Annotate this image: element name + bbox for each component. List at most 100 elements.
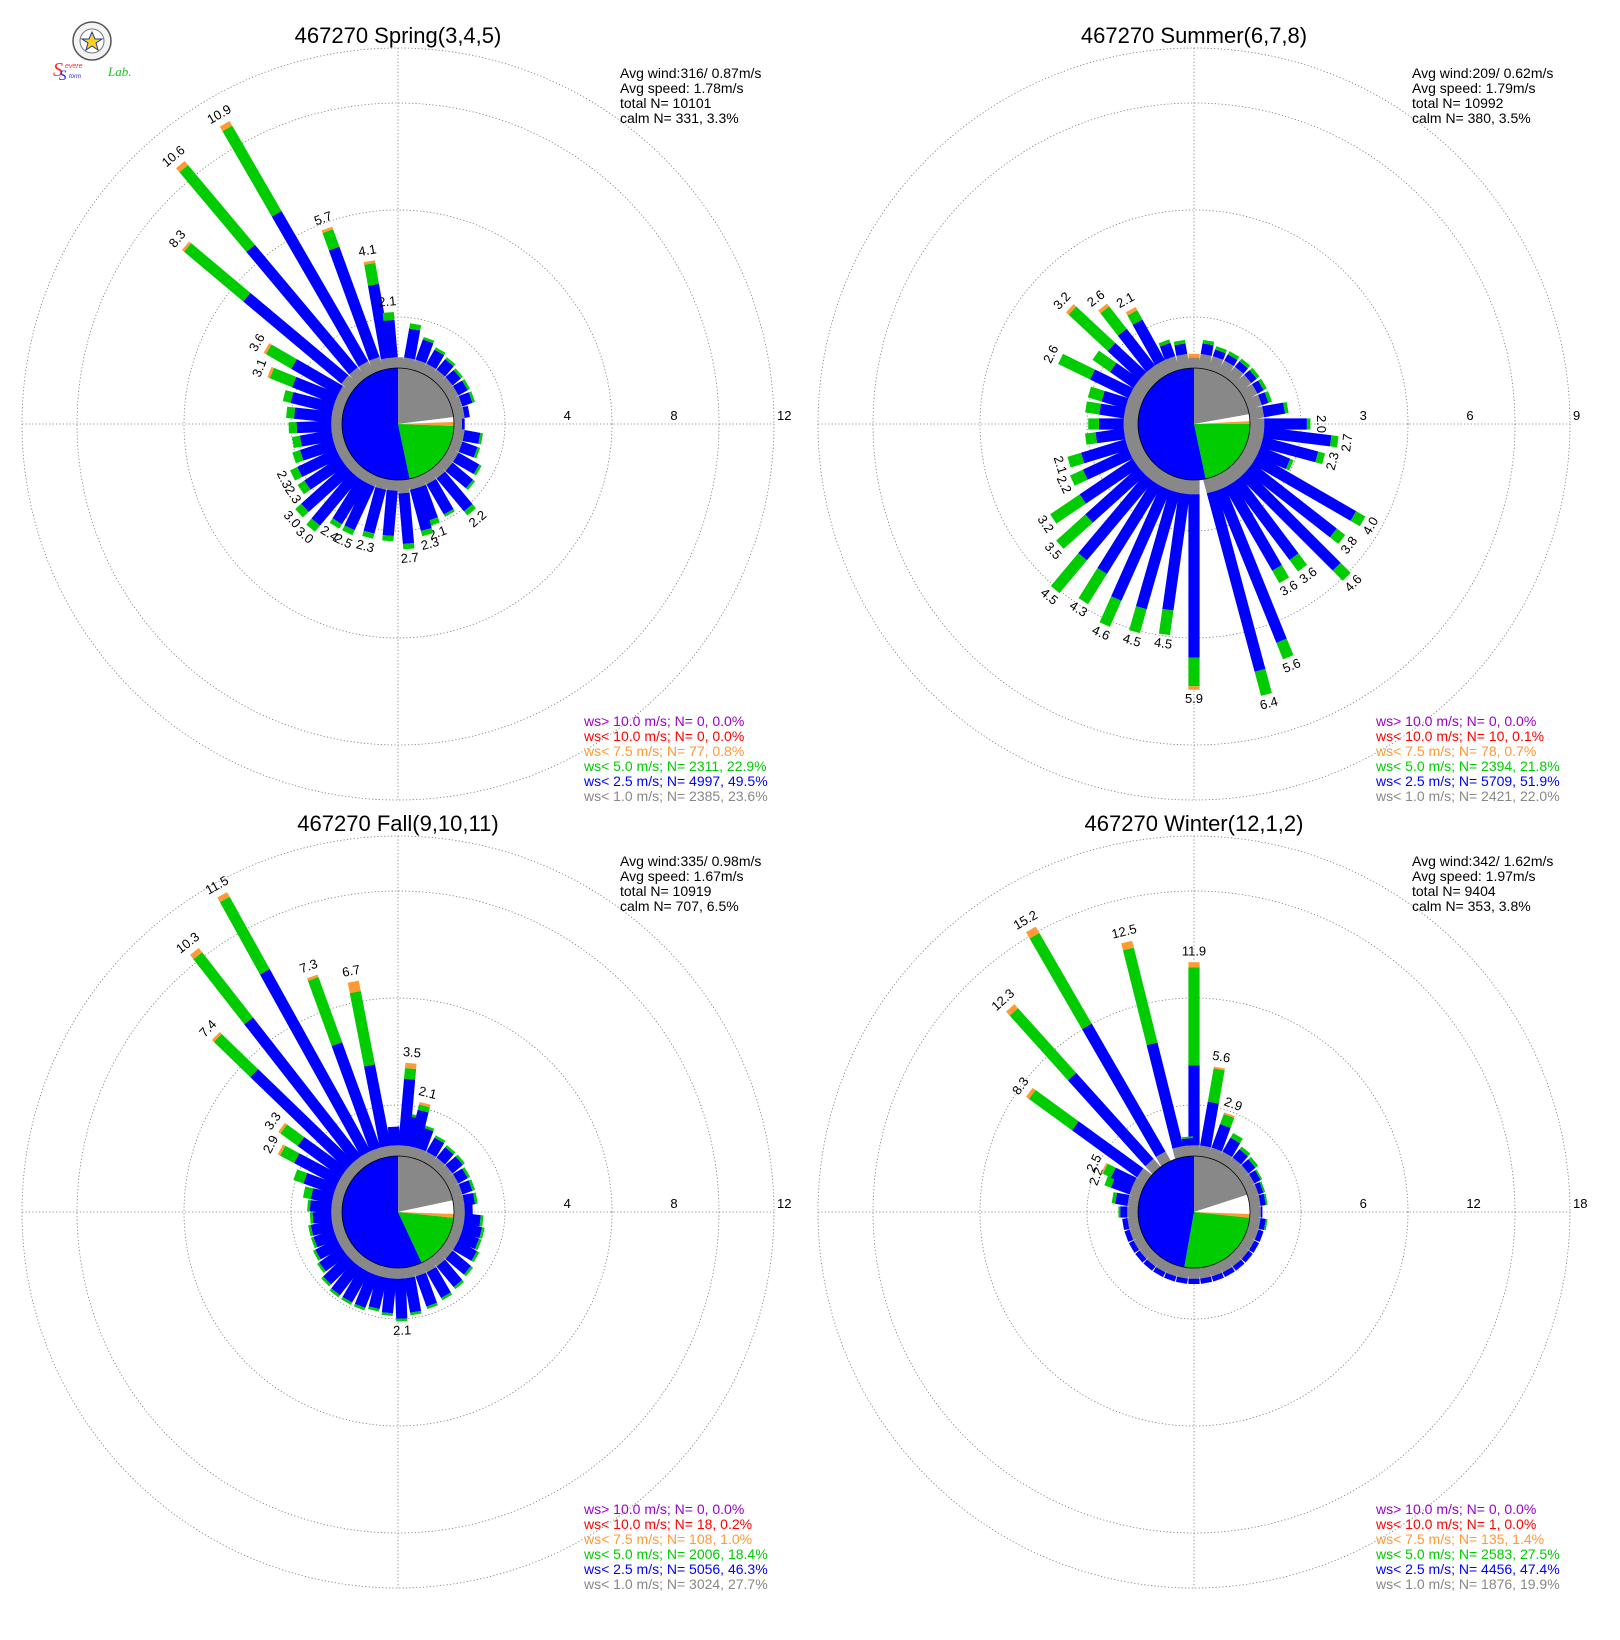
bar-274-green-segment xyxy=(307,1200,311,1212)
bar-80-gray-segment xyxy=(1248,406,1265,420)
bar-220-green-segment xyxy=(1050,553,1087,594)
bar-value-label: 3.5 xyxy=(402,1044,421,1061)
bar-70-blue-segment xyxy=(458,392,473,407)
bar-90-gray-segment xyxy=(454,418,462,430)
bar-112-green-segment xyxy=(475,1238,482,1251)
bar-185-blue-segment xyxy=(382,489,398,537)
calm-pie-outline xyxy=(341,1155,455,1269)
bar-230-blue-segment xyxy=(1135,1250,1147,1263)
bar-185-green-segment xyxy=(382,535,394,542)
bar-268-blue-segment xyxy=(296,420,332,434)
bar-306-blue-segment xyxy=(1072,1121,1144,1178)
legend-blue: ws< 2.5 m/s; N= 5056, 46.3% xyxy=(583,1561,768,1577)
bar-212-green-segment xyxy=(1078,568,1107,605)
bar-value-label: 4.6 xyxy=(1090,622,1113,643)
bar-340-orange-segment xyxy=(307,974,319,981)
bar-10-green-segment xyxy=(1207,1068,1225,1104)
bar-40-gray-segment xyxy=(1225,366,1244,385)
bar-300-blue-segment xyxy=(291,359,344,396)
bar-279-blue-segment xyxy=(1099,403,1126,419)
bar-305-blue-segment xyxy=(1109,362,1140,389)
bar-100-gray-segment xyxy=(452,428,465,442)
legend-red: ws< 10.0 m/s; N= 18, 0.2% xyxy=(583,1516,752,1532)
legend-orange: ws< 7.5 m/s; N= 77, 0.8% xyxy=(583,743,744,759)
bar-250-green-segment xyxy=(310,1236,318,1249)
bar-value-label: 5.7 xyxy=(312,208,334,228)
ring-2 xyxy=(183,997,613,1427)
bar-150-green-segment xyxy=(441,1292,453,1301)
bar-236-gray-segment xyxy=(1132,450,1151,468)
bar-298-green-segment xyxy=(280,1145,300,1164)
bar-296-blue-segment xyxy=(1110,1167,1137,1188)
bar-313-orange-segment xyxy=(1066,304,1077,315)
bar-140-green-segment xyxy=(453,1279,464,1290)
bar-292-blue-segment xyxy=(292,376,339,405)
bar-value-label: 2.7 xyxy=(400,550,419,567)
bar-50-blue-segment xyxy=(445,1156,463,1174)
calm-pie-orange-slice xyxy=(398,1212,454,1218)
bar-value-label: 2.5 xyxy=(332,530,355,551)
ring-label-4: 4 xyxy=(564,408,571,423)
bar-14-gray-segment xyxy=(406,1145,420,1160)
bar-70-gray-segment xyxy=(448,1183,463,1199)
bar-40-blue-segment xyxy=(436,359,454,377)
ring-label-6: 6 xyxy=(1360,1196,1367,1211)
bar-331-green-segment xyxy=(219,896,270,975)
bar-150-green-segment xyxy=(1272,565,1290,584)
ring-label-12: 12 xyxy=(777,1196,791,1211)
bar-287-blue-segment xyxy=(1101,390,1129,409)
bar-346-blue-segment xyxy=(1146,1042,1184,1149)
bar-130-blue-segment xyxy=(1241,1250,1253,1263)
bar-value-label: 2.3 xyxy=(274,468,295,491)
bar-210-green-segment xyxy=(341,1296,353,1305)
bar-14-green-segment xyxy=(417,1104,430,1113)
bar-313-gray-segment xyxy=(1138,372,1157,390)
bar-20-green-segment xyxy=(1220,1114,1235,1128)
bar-30-blue-segment xyxy=(1224,354,1238,366)
bar-140-green-segment xyxy=(463,504,476,516)
bar-70-gray-segment xyxy=(1244,1183,1259,1199)
bar-212-green-segment xyxy=(329,518,342,529)
bar-318-blue-segment xyxy=(1067,1072,1154,1167)
panel-fall: 4 8 122.12.93.37.410.311.57.3 6.73.52.14672… xyxy=(21,811,791,1592)
bar-110-green-segment xyxy=(473,447,481,459)
calm-pie-white-slice xyxy=(1194,1194,1251,1214)
calm-pie-gray-slice xyxy=(398,368,454,424)
bar-355-green-segment xyxy=(1181,1136,1194,1139)
bar-140-blue-segment xyxy=(1232,1259,1245,1271)
bar-340-orange-segment xyxy=(321,226,334,233)
bar-330-orange-segment xyxy=(219,120,233,132)
stat-line: Avg wind:316/ 0.87m/s xyxy=(620,65,761,81)
bar-346-green-segment xyxy=(1122,947,1158,1046)
bar-310-blue-segment xyxy=(243,292,349,384)
calm-pie-orange-slice xyxy=(398,422,455,426)
legend-gray: ws< 1.0 m/s; N= 3024, 27.7% xyxy=(583,1576,768,1592)
bar-100-green-segment xyxy=(478,432,484,445)
bar-value-label: 2.3 xyxy=(419,534,440,553)
logo-text-s1: S xyxy=(53,59,63,81)
bar-105-blue-segment xyxy=(1260,436,1319,463)
bar-355-green-segment xyxy=(382,311,395,321)
bar-331-gray-segment xyxy=(1155,359,1172,378)
bar-10-gray-segment xyxy=(1198,353,1212,370)
bar-280-green-segment xyxy=(1111,1192,1118,1204)
bar-298-orange-segment xyxy=(277,1144,286,1156)
bar-245-blue-segment xyxy=(1082,448,1133,480)
bar-135-blue-segment xyxy=(1239,469,1341,571)
bar-252-green-segment xyxy=(292,449,304,464)
bar-220-blue-segment xyxy=(1078,474,1154,561)
ring-label-6: 6 xyxy=(1466,408,1473,423)
stat-line: Avg speed: 1.97m/s xyxy=(1412,868,1535,884)
bar-30-blue-segment xyxy=(1222,1137,1241,1158)
bar-290-green-segment xyxy=(293,1169,308,1184)
bar-165-green-segment xyxy=(1254,668,1272,696)
bar-60-blue-segment xyxy=(452,380,468,396)
bar-320-green-segment xyxy=(179,165,255,252)
bar-97-blue-segment xyxy=(1263,427,1332,447)
bar-314-blue-segment xyxy=(250,1069,354,1170)
bar-value-label: 6.4 xyxy=(1258,694,1279,713)
bar-196-green-segment xyxy=(1129,606,1147,634)
bar-260-gray-segment xyxy=(1127,1216,1140,1230)
bar-80-blue-segment xyxy=(1262,402,1286,418)
bar-195-gray-segment xyxy=(375,476,389,490)
